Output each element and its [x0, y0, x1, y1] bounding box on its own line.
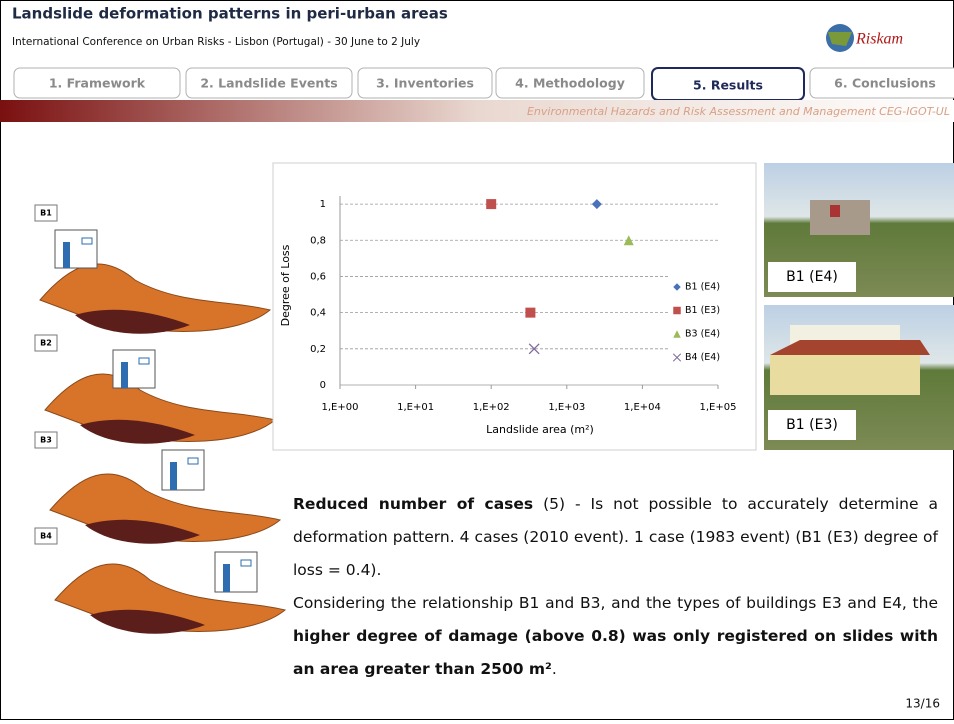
photos: [764, 163, 954, 450]
tagline-bar: [0, 100, 954, 122]
tab[interactable]: [357, 67, 493, 99]
text-run: .: [551, 660, 557, 678]
legend-label: B3 (E4): [685, 329, 720, 340]
x-tick-label: 1,E+04: [624, 402, 661, 413]
text-run: higher degree of damage (above 0.8) was …: [293, 627, 938, 678]
legend-label: B1 (E4): [685, 282, 720, 293]
legend-label: B4 (E4): [685, 352, 720, 363]
x-tick-label: 1,E+02: [473, 402, 510, 413]
legend-marker: [673, 283, 681, 291]
data-point: [623, 235, 634, 246]
figure-label-box: [34, 204, 58, 222]
y-axis-label: Degree of Loss: [279, 244, 292, 326]
tab-label: 1. Framework: [49, 76, 146, 91]
text-run: Reduced number of cases: [293, 495, 534, 513]
tagline: Environmental Hazards and Risk Assessmen…: [527, 105, 950, 118]
page-number: 13/16: [905, 697, 940, 711]
figure-label: B3: [40, 436, 52, 445]
tab[interactable]: [13, 67, 181, 99]
logo-text: Riskam: [855, 31, 903, 48]
data-point: [591, 199, 602, 210]
tab[interactable]: [185, 67, 353, 99]
photo-caption: B1 (E3): [786, 417, 838, 433]
tab-label: 5. Results: [693, 78, 763, 93]
figure-label: B4: [40, 532, 52, 541]
figure-label-box: [34, 334, 58, 352]
legend-marker: [672, 353, 682, 362]
y-tick-label: 0,2: [310, 344, 326, 355]
y-tick-label: 0,8: [310, 235, 326, 246]
slide-subtitle: International Conference on Urban Risks …: [12, 36, 420, 48]
caption-box: [768, 262, 856, 292]
tab[interactable]: [809, 67, 954, 99]
legend-marker: [673, 306, 681, 315]
x-tick-label: 1,E+03: [548, 402, 585, 413]
caption-box: [768, 410, 856, 440]
data-point: [525, 307, 536, 318]
slide-title: Landslide deformation patterns in peri-u…: [12, 5, 448, 23]
body-text: Reduced number of cases (5) - Is not pos…: [293, 488, 938, 686]
tab-label: 4. Methodology: [515, 76, 625, 91]
legend-marker: [673, 330, 681, 338]
paragraph: Considering the relationship B1 and B3, …: [293, 587, 938, 686]
y-tick-label: 0,4: [310, 308, 326, 319]
figures: [39, 229, 286, 635]
logo: Riskam: [826, 24, 903, 52]
photo-caption: B1 (E4): [786, 269, 838, 285]
figure-label-box: [34, 527, 58, 545]
figure-label: B1: [40, 209, 52, 218]
x-axis-label: Landslide area (m²): [486, 423, 594, 436]
y-tick-label: 1: [320, 199, 326, 210]
legend-label: B1 (E3): [685, 305, 720, 316]
tab-label: 6. Conclusions: [834, 76, 936, 91]
legend-box: [668, 275, 728, 370]
y-tick-label: 0,6: [310, 271, 326, 282]
tab-label: 3. Inventories: [376, 76, 474, 91]
figure-label: B2: [40, 339, 52, 348]
tab[interactable]: [495, 67, 645, 99]
figure-label-box: [34, 431, 58, 449]
x-tick-label: 1,E+00: [322, 402, 359, 413]
x-tick-label: 1,E+01: [397, 402, 434, 413]
text-run: (5) - Is not possible to accurately dete…: [293, 495, 938, 579]
text-run: Considering the relationship B1 and B3, …: [293, 594, 938, 612]
x-tick-label: 1,E+05: [700, 402, 737, 413]
data-point: [486, 199, 497, 210]
data-point: [528, 343, 540, 355]
y-tick-label: 0: [320, 380, 326, 391]
paragraph: Reduced number of cases (5) - Is not pos…: [293, 488, 938, 587]
tab-label: 2. Landslide Events: [200, 76, 337, 91]
